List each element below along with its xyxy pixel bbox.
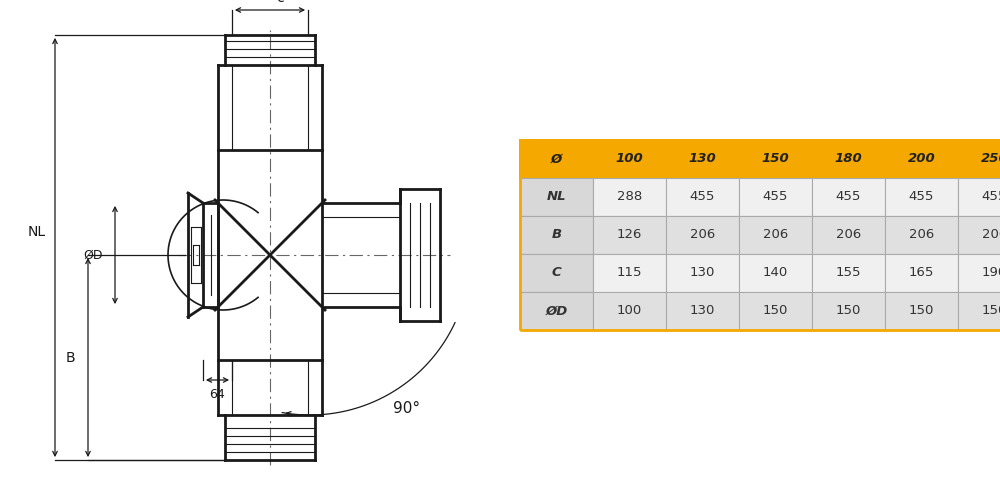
Bar (958, 292, 1000, 330)
Text: 64: 64 (210, 388, 225, 402)
Bar (885, 216, 958, 254)
Text: 150: 150 (762, 152, 789, 166)
Bar (812, 254, 885, 292)
Text: 200: 200 (908, 152, 935, 166)
Bar (885, 292, 958, 330)
Text: 126: 126 (617, 228, 642, 241)
Text: 206: 206 (763, 228, 788, 241)
Text: 190: 190 (982, 266, 1000, 280)
Bar (593, 254, 666, 292)
Text: 130: 130 (689, 152, 716, 166)
Bar (593, 216, 666, 254)
Text: 250: 250 (981, 152, 1000, 166)
Bar (812, 178, 885, 216)
Text: 165: 165 (909, 266, 934, 280)
Text: B: B (65, 350, 75, 364)
Bar (739, 178, 812, 216)
Text: 150: 150 (982, 304, 1000, 318)
Text: 150: 150 (909, 304, 934, 318)
Text: 150: 150 (836, 304, 861, 318)
Bar (666, 216, 739, 254)
Text: 206: 206 (690, 228, 715, 241)
Text: 455: 455 (909, 190, 934, 203)
Text: ØD: ØD (83, 248, 103, 262)
Text: 180: 180 (835, 152, 862, 166)
Bar (666, 292, 739, 330)
Bar (520, 254, 593, 292)
Text: 288: 288 (617, 190, 642, 203)
Bar (739, 292, 812, 330)
Bar (520, 178, 593, 216)
Text: 206: 206 (982, 228, 1000, 241)
Bar (520, 216, 593, 254)
Text: 140: 140 (763, 266, 788, 280)
Text: 90°: 90° (393, 402, 420, 416)
Bar (812, 216, 885, 254)
Bar (812, 140, 885, 178)
Text: 455: 455 (763, 190, 788, 203)
Bar (885, 140, 958, 178)
Bar (812, 292, 885, 330)
Text: 130: 130 (690, 304, 715, 318)
Bar (593, 292, 666, 330)
Bar (958, 178, 1000, 216)
Text: ØD: ØD (545, 304, 568, 318)
Bar (593, 178, 666, 216)
Text: NL: NL (547, 190, 566, 203)
Text: Ø: Ø (551, 152, 562, 166)
Bar (666, 254, 739, 292)
Text: 115: 115 (617, 266, 642, 280)
Bar (958, 140, 1000, 178)
Text: c: c (276, 0, 284, 5)
Bar (593, 140, 666, 178)
Bar (885, 178, 958, 216)
Text: 155: 155 (836, 266, 861, 280)
Bar (885, 254, 958, 292)
Text: 206: 206 (909, 228, 934, 241)
Text: 150: 150 (763, 304, 788, 318)
Text: B: B (551, 228, 562, 241)
Text: 100: 100 (616, 152, 643, 166)
Text: 455: 455 (982, 190, 1000, 203)
Bar (739, 216, 812, 254)
Text: C: C (552, 266, 561, 280)
Bar (739, 140, 812, 178)
Bar (520, 292, 593, 330)
Bar (666, 178, 739, 216)
Text: 100: 100 (617, 304, 642, 318)
Bar (520, 140, 1000, 330)
Text: 455: 455 (836, 190, 861, 203)
Bar (958, 216, 1000, 254)
Bar (958, 254, 1000, 292)
Text: 130: 130 (690, 266, 715, 280)
Text: NL: NL (28, 226, 46, 239)
Bar (520, 140, 593, 178)
Bar (666, 140, 739, 178)
Text: 206: 206 (836, 228, 861, 241)
Bar (739, 254, 812, 292)
Text: 455: 455 (690, 190, 715, 203)
